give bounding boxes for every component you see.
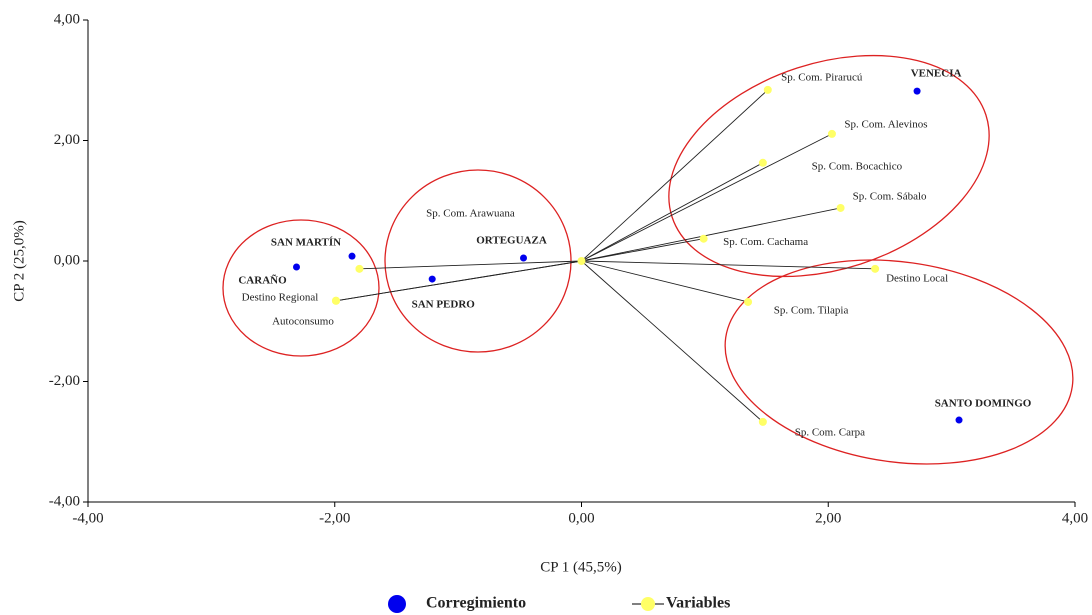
- x-tick-label: -4,00: [72, 510, 103, 526]
- point-label: SAN MARTÍN: [271, 237, 341, 249]
- loading-line: [581, 133, 833, 262]
- variable-point: [331, 296, 340, 305]
- variable-point: [758, 158, 767, 167]
- variable-point: [836, 203, 845, 212]
- y-tick-label: 2,00: [54, 132, 80, 148]
- point-label: Autoconsumo: [272, 315, 334, 327]
- loading-line: [581, 207, 841, 262]
- loading-line: [335, 260, 582, 302]
- loading-lines: [335, 89, 876, 423]
- point-label: Sp. Com. Bocachico: [812, 160, 903, 172]
- x-axis-label: CP 1 (45,5%): [540, 559, 622, 575]
- point-label: ORTEGUAZA: [476, 235, 547, 247]
- loading-line: [581, 162, 764, 262]
- y-tick-label: 4,00: [54, 11, 80, 27]
- point-label: Sp. Com. Pirarucú: [781, 71, 863, 83]
- variable-point: [355, 264, 364, 273]
- variable-point: [763, 85, 772, 94]
- cluster-ellipse: [724, 259, 1074, 465]
- corregimiento-point: [913, 87, 921, 95]
- cluster-ellipse: [384, 169, 572, 353]
- point-label: Destino Local: [886, 272, 948, 284]
- cluster-ellipse: [222, 219, 380, 357]
- y-tick-label: 0,00: [54, 252, 80, 268]
- variable-point: [699, 234, 708, 243]
- point-label: VENECIA: [911, 68, 962, 80]
- point-label: Sp. Com. Alevinos: [844, 118, 927, 130]
- loading-line: [581, 260, 876, 270]
- loading-line: [581, 89, 769, 262]
- legend-label: Variables: [666, 595, 730, 612]
- x-tick-label: 4,00: [1062, 510, 1088, 526]
- x-tick-label: 0,00: [568, 510, 594, 526]
- variable-point: [871, 264, 880, 273]
- point-label: Destino Regional: [242, 291, 319, 303]
- x-tick-label: -2,00: [319, 510, 350, 526]
- point-label: CARAÑO: [238, 275, 287, 287]
- origin: [577, 257, 586, 265]
- corregimiento-point: [955, 416, 963, 424]
- legend-label: Corregimiento: [426, 595, 526, 612]
- corregimiento-point: [520, 254, 528, 262]
- legend-symbol: [641, 597, 655, 611]
- x-tick-label: 2,00: [815, 510, 841, 526]
- loading-line: [359, 260, 582, 270]
- variable-point: [744, 297, 753, 306]
- y-tick-label: -4,00: [49, 493, 80, 509]
- cluster-ellipse: [668, 54, 990, 278]
- point-label: Sp. Com. Sábalo: [853, 191, 927, 203]
- corregimiento-point: [428, 275, 436, 283]
- legend-symbol: [388, 595, 406, 613]
- loading-line: [581, 260, 764, 423]
- y-tick-label: -2,00: [49, 373, 80, 389]
- point-label: Sp. Com. Cachama: [723, 236, 808, 248]
- loading-line: [581, 238, 704, 262]
- corregimiento-point: [293, 263, 301, 271]
- variable-point: [827, 129, 836, 138]
- y-axis-label: CP 2 (25,0%): [11, 220, 27, 302]
- point-label: Sp. Com. Carpa: [795, 426, 865, 438]
- variable-point: [758, 417, 767, 426]
- point-label: Sp. Com. Tilapia: [774, 305, 849, 317]
- point-label: SAN PEDRO: [412, 299, 476, 311]
- loading-line: [581, 260, 749, 303]
- point-label: Sp. Com. Arawuana: [426, 207, 515, 219]
- corregimiento-point: [348, 252, 356, 260]
- point-label: SANTO DOMINGO: [935, 398, 1032, 410]
